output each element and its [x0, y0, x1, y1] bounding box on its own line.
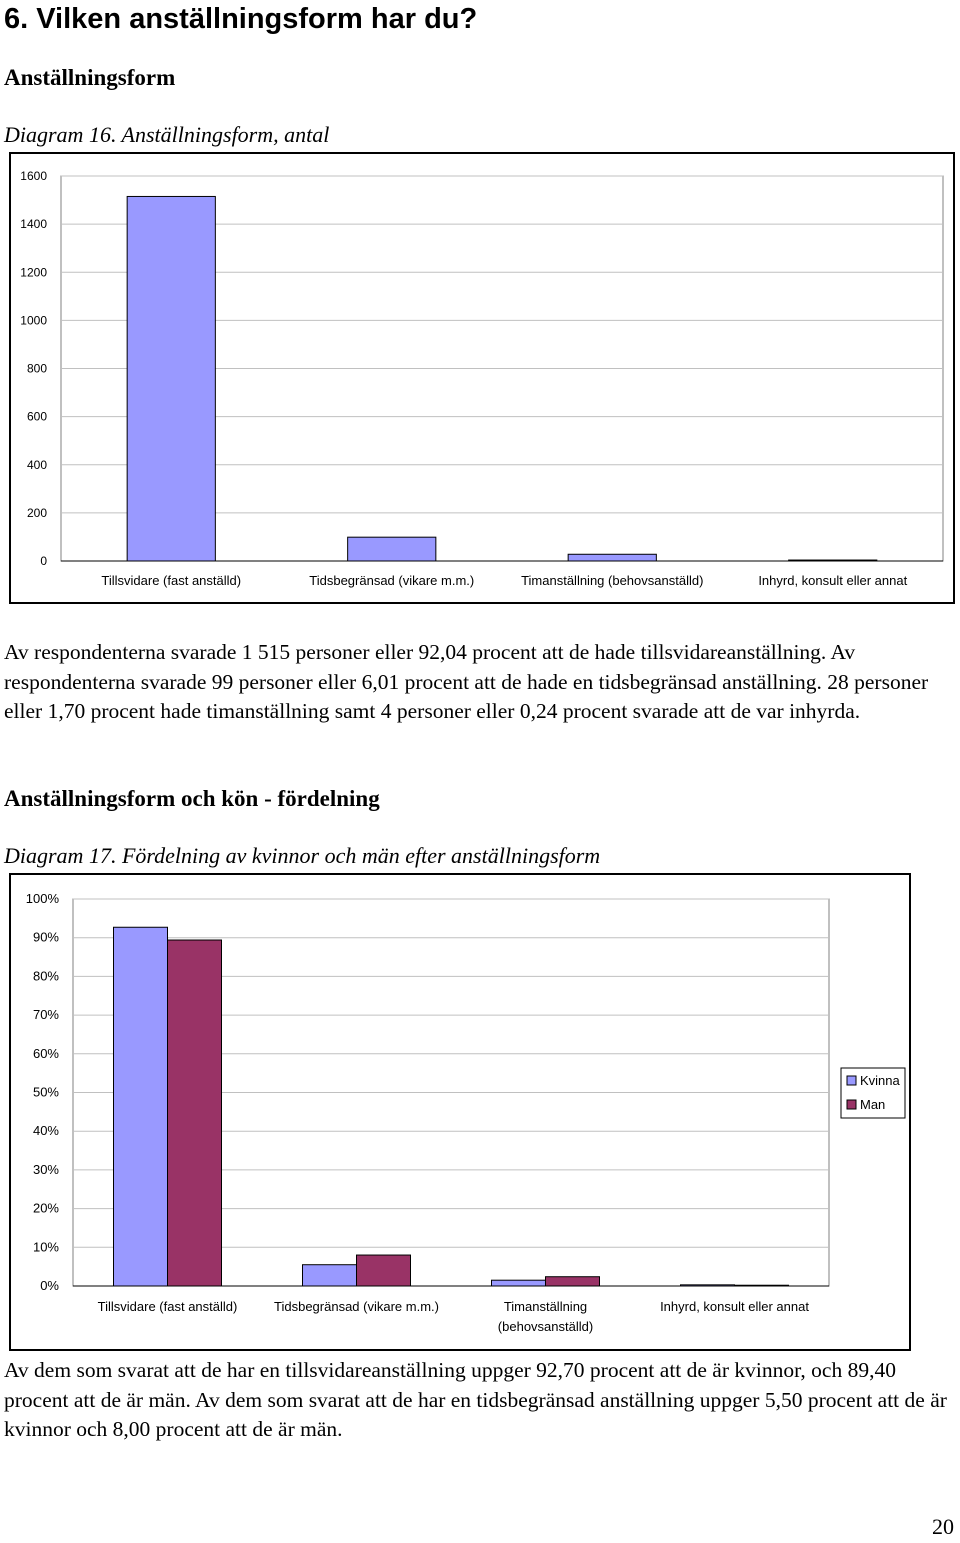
- y-tick-label: 50%: [33, 1085, 59, 1100]
- y-tick-label: 0%: [40, 1278, 59, 1293]
- y-tick-label: 10%: [33, 1239, 59, 1254]
- y-tick-label: 800: [27, 362, 47, 376]
- bar-kvinna: [680, 1284, 735, 1287]
- bar-kvinna: [491, 1279, 546, 1287]
- legend-label-man: Man: [860, 1097, 885, 1112]
- diagram-17-chart: 0% 10% 20% 30% 40% 50% 60% 70% 80% 90% 100% Tillsvi…: [26, 891, 906, 1334]
- y-tick-label: 400: [27, 458, 47, 472]
- x-tick-label: Tidsbegränsad (vikare m.m.): [309, 573, 474, 588]
- y-tick-label: 80%: [33, 968, 59, 983]
- bar-man: [356, 1254, 411, 1287]
- x-tick-label: Timanställning: [504, 1299, 587, 1314]
- bar-man: [167, 939, 222, 1287]
- diagram-16-caption: Diagram 16. Anställningsform, antal: [4, 122, 330, 147]
- x-tick-label: Timanställning (behovsanställd): [521, 573, 703, 588]
- page-number: 20: [932, 1514, 954, 1539]
- bar-man: [734, 1284, 789, 1287]
- section2-paragraph: Av dem som svarat att de har en tillsvid…: [4, 1358, 947, 1441]
- y-tick-label: 40%: [33, 1123, 59, 1138]
- y-tick-label: 30%: [33, 1162, 59, 1177]
- legend-swatch-man: [846, 1099, 857, 1110]
- bar: [126, 195, 216, 562]
- y-tick-label: 90%: [33, 930, 59, 945]
- diagram-17-frame: 0% 10% 20% 30% 40% 50% 60% 70% 80% 90% 100% Tillsvi…: [9, 873, 911, 1351]
- y-tick-label: 60%: [33, 1046, 59, 1061]
- page-heading: 6. Vilken anställningsform har du?: [4, 3, 478, 35]
- bar-man: [545, 1276, 600, 1287]
- legend-swatch-kvinna: [846, 1075, 857, 1086]
- x-tick-label: Inhyrd, konsult eller annat: [660, 1299, 809, 1314]
- y-tick-label: 70%: [33, 1007, 59, 1022]
- y-tick-label: 1400: [20, 217, 47, 231]
- x-tick-label: Inhyrd, konsult eller annat: [758, 573, 907, 588]
- section1-paragraph: Av respondenterna svarade 1 515 personer…: [4, 640, 929, 723]
- section-title-kon-fordelning: Anställningsform och kön - fördelning: [4, 786, 380, 811]
- y-tick-label: 1600: [20, 169, 47, 183]
- x-tick-label: (behovsanställd): [498, 1319, 593, 1334]
- bar: [347, 536, 437, 562]
- bar-kvinna: [113, 926, 168, 1287]
- y-tick-label: 20%: [33, 1201, 59, 1216]
- x-tick-label: Tidsbegränsad (vikare m.m.): [274, 1299, 439, 1314]
- y-tick-label: 0: [40, 554, 47, 568]
- y-tick-label: 1200: [20, 265, 47, 279]
- diagram-17-caption: Diagram 17. Fördelning av kvinnor och mä…: [4, 843, 601, 868]
- x-tick-label: Tillsvidare (fast anställd): [101, 573, 241, 588]
- legend-label-kvinna: Kvinna: [860, 1073, 901, 1088]
- diagram-16-chart: 0 200 400 600 800 1000 1200 1400 1600 Tillsvidare…: [20, 169, 944, 588]
- bar: [567, 553, 657, 562]
- bar-kvinna: [302, 1264, 357, 1287]
- x-tick-label: Tillsvidare (fast anställd): [98, 1299, 238, 1314]
- y-tick-label: 600: [27, 410, 47, 424]
- section-title-anstallningsform: Anställningsform: [4, 65, 176, 90]
- y-tick-label: 200: [27, 506, 47, 520]
- y-tick-label: 1000: [20, 313, 47, 327]
- diagram-16-frame: 0 200 400 600 800 1000 1200 1400 1600 Tillsvidare…: [9, 152, 955, 604]
- bar: [788, 559, 878, 562]
- y-tick-label: 100%: [26, 891, 60, 906]
